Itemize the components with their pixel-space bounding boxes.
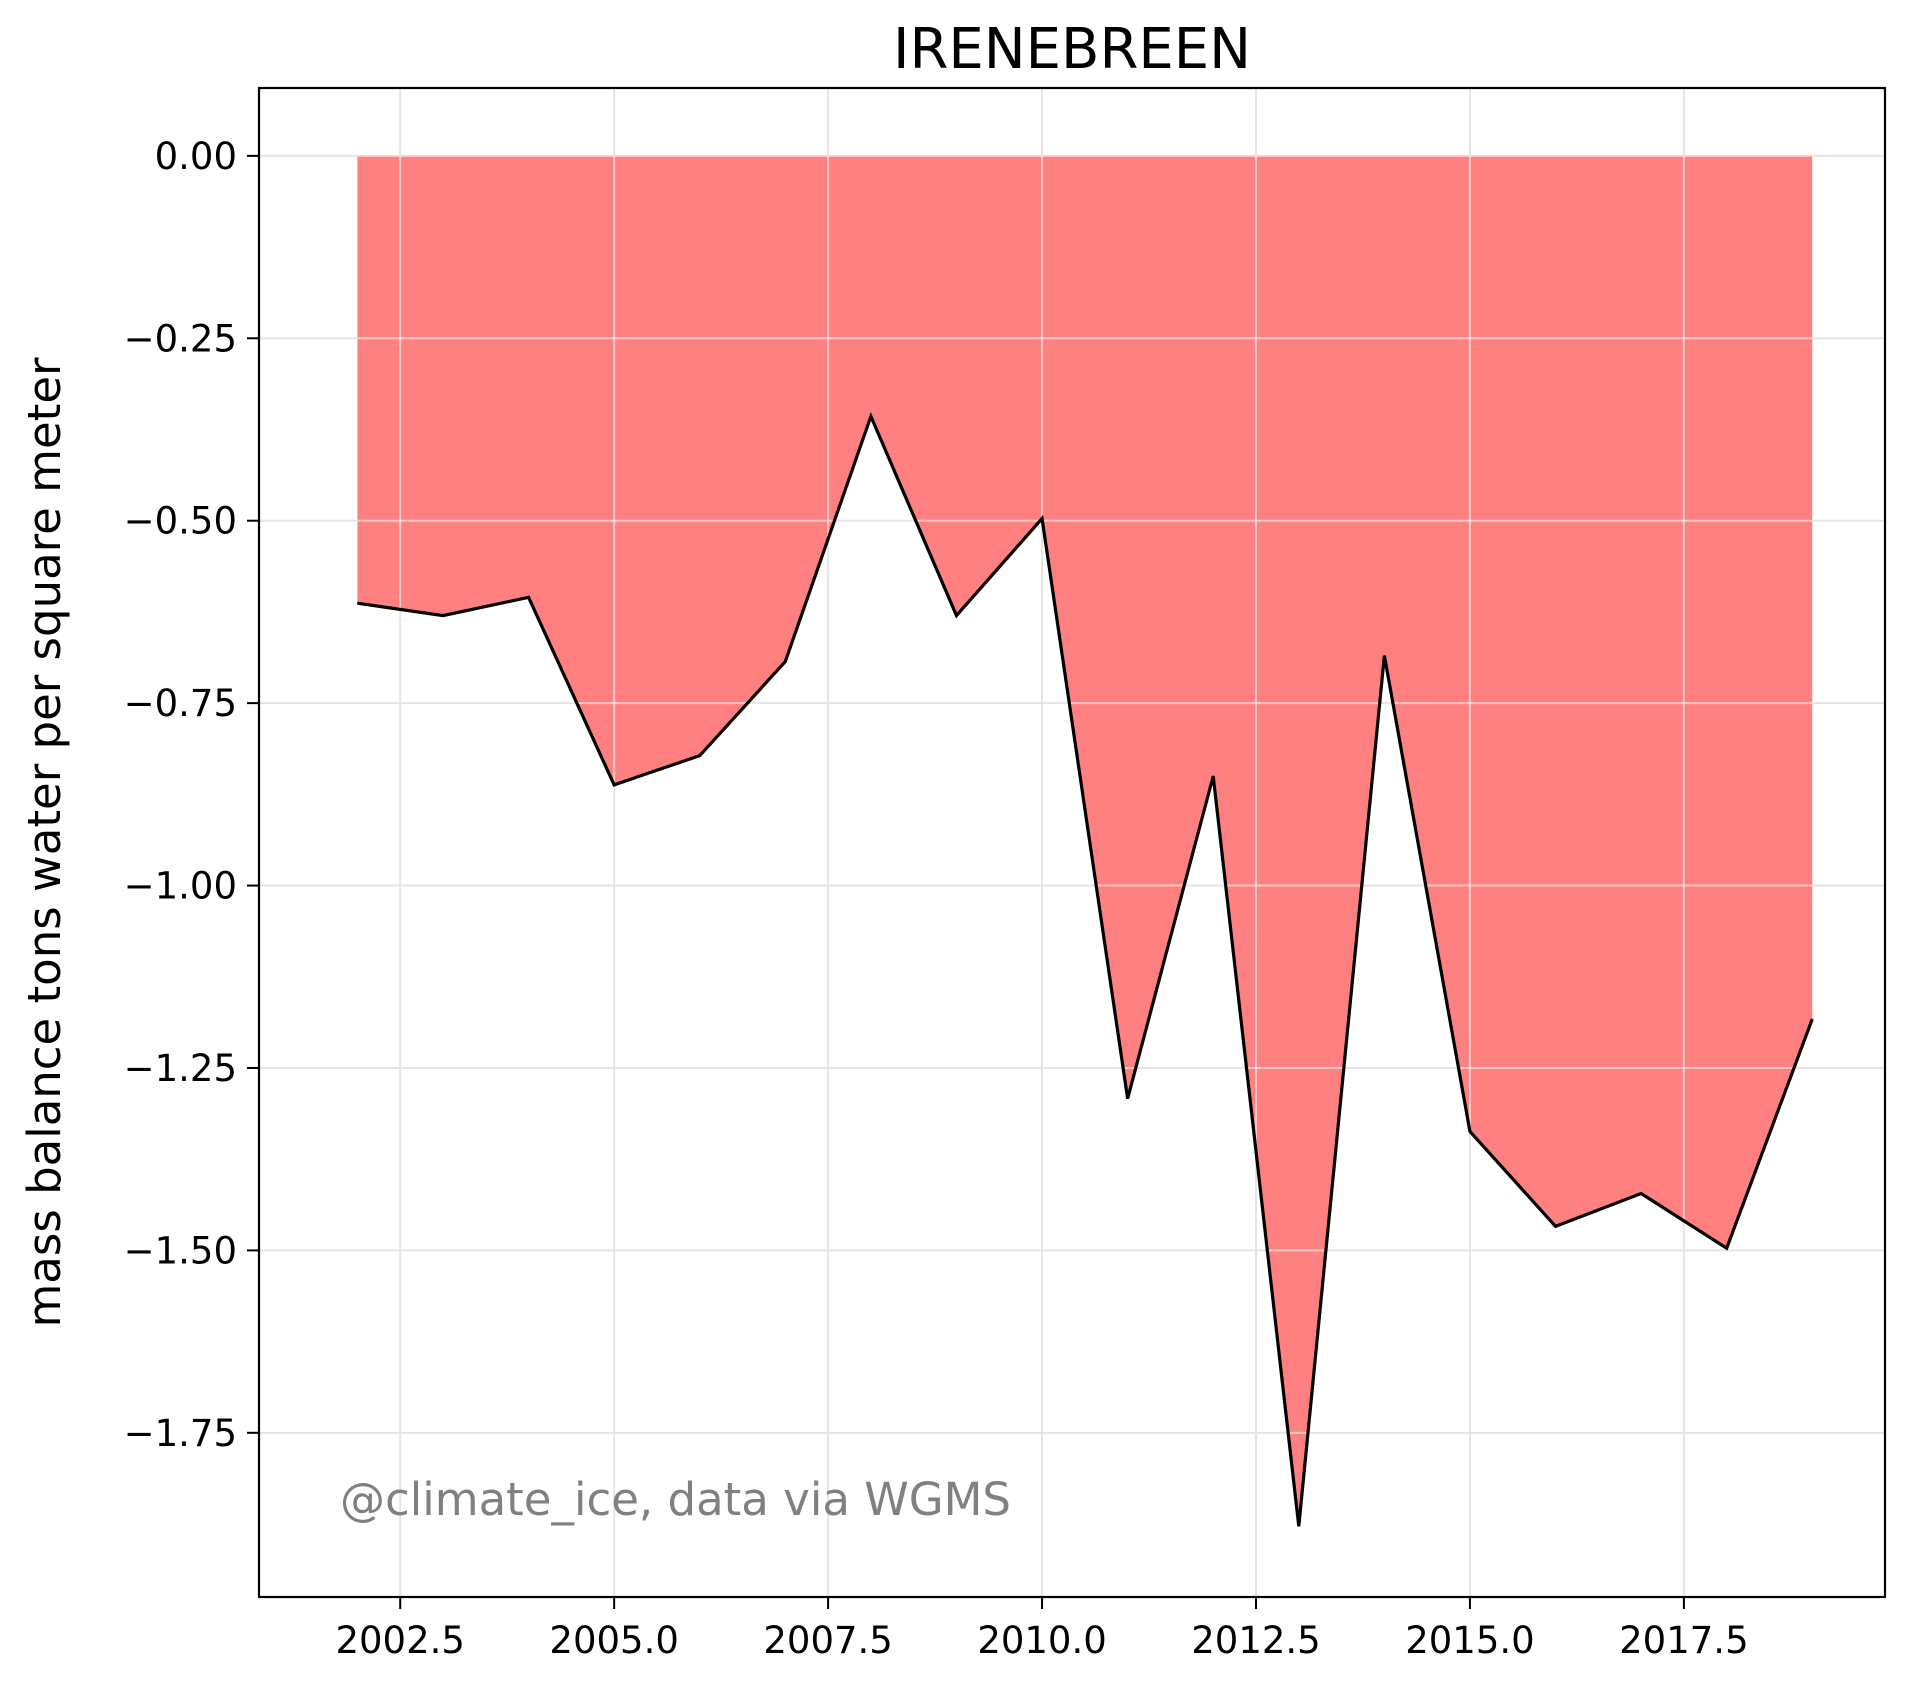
data-point [1640,1192,1642,1194]
x-tick-label: 2007.5 [763,1619,892,1662]
y-tick-label: −1.75 [124,1412,237,1455]
line-layer [356,411,1814,1527]
x-tick-label: 2017.5 [1619,1619,1748,1662]
area-fill [357,155,1813,1527]
data-point [1127,1098,1129,1100]
data-point [1726,1247,1728,1249]
y-axis-label: mass balance tons water per square meter [18,357,71,1328]
data-point [528,596,530,598]
y-tick-label: −0.75 [124,682,237,725]
data-point [1212,775,1214,777]
data-point [442,615,444,617]
data-point [870,415,872,417]
data-point [1041,518,1043,520]
data-point [1383,655,1385,657]
x-ticks: 2002.5 2005.0 2007.5 2010.0 2012.5 2015.0 2017… [335,1597,1749,1662]
y-tick-label: 0.00 [155,135,237,178]
data-point [1811,1018,1813,1020]
series-line [357,411,1814,1527]
data-point [699,755,701,757]
x-tick-label: 2012.5 [1191,1619,1320,1662]
x-tick-label: 2002.5 [335,1619,464,1662]
data-point [1298,1525,1300,1527]
data-point [1469,1130,1471,1132]
plot-frame [257,86,1887,1599]
data-point [356,602,358,604]
x-tick-label: 2015.0 [1405,1619,1534,1662]
y-ticks: 0.00 −0.25 −0.50 −0.75 −1.00 −1.25 −1.50 −1.75 [124,135,259,1455]
y-tick-label: −1.25 [124,1047,237,1090]
credit-annotation: @climate_ice, data via WGMS [340,1473,1011,1526]
y-tick-label: −1.50 [124,1229,237,1272]
x-tick-label: 2005.0 [549,1619,678,1662]
area-layer [357,155,1813,1527]
y-tick-label: −0.25 [124,317,237,360]
data-point [613,784,615,786]
data-point [1555,1225,1557,1227]
data-point [784,661,786,663]
x-tick-label: 2010.0 [977,1619,1106,1662]
chart-title: IRENEBREEN [893,17,1251,82]
y-tick-label: −0.50 [124,500,237,543]
y-tick-label: −1.00 [124,865,237,908]
data-point [955,615,957,617]
